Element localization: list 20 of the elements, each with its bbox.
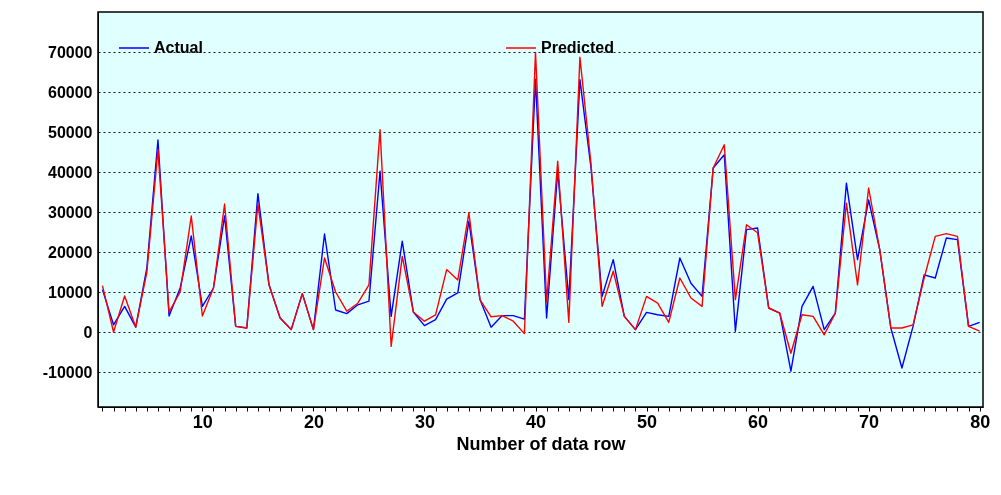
y-tick-label: 30000 xyxy=(48,203,93,221)
y-tick-label: 70000 xyxy=(48,43,93,61)
y-tick-label: -10000 xyxy=(42,363,93,381)
x-tick-label: 30 xyxy=(414,411,435,432)
x-tick-label: 10 xyxy=(192,411,213,432)
x-tick-label: 70 xyxy=(859,411,880,432)
x-tick-label: 20 xyxy=(303,411,324,432)
y-tick-label: 0 xyxy=(83,323,93,341)
y-tick-label: 20000 xyxy=(48,243,93,261)
y-tick-label: 40000 xyxy=(48,163,93,181)
x-tick-label: 40 xyxy=(525,411,547,432)
x-axis-title: Number of data row xyxy=(456,433,627,454)
x-tick-label: 60 xyxy=(748,411,769,432)
y-tick-label: 10000 xyxy=(48,283,93,301)
x-tick-label: 80 xyxy=(970,411,991,432)
legend-label: Predicted xyxy=(541,39,614,56)
y-tick-label: 50000 xyxy=(48,123,93,141)
y-tick-label: 60000 xyxy=(48,83,93,101)
x-tick-label: 50 xyxy=(637,411,658,432)
legend-label: Actual xyxy=(154,39,203,56)
